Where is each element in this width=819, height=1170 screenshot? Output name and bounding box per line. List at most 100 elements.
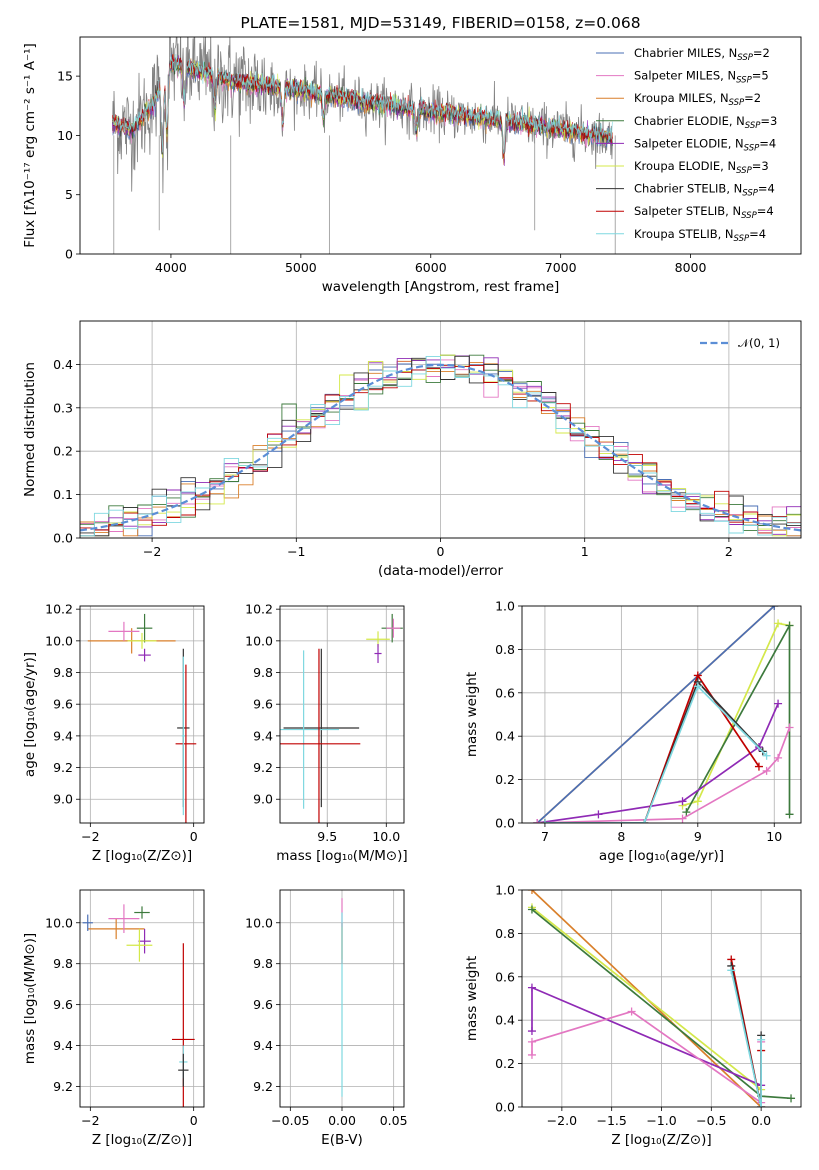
errorbar-point bbox=[108, 621, 140, 641]
y-tick-label: 1.0 bbox=[495, 883, 515, 898]
legend-suffix: =4 bbox=[759, 136, 776, 150]
mass-weight-marker bbox=[693, 797, 702, 806]
y-axis-label: Flux [fλ10⁻¹⁷ erg cm⁻² s⁻¹ A⁻¹] bbox=[22, 43, 38, 248]
plot-area bbox=[280, 613, 403, 823]
plot-area bbox=[112, 37, 616, 254]
plot-area bbox=[533, 606, 794, 823]
y-tick-label: 9.4 bbox=[253, 728, 273, 743]
mass-weight-line bbox=[531, 1010, 762, 1105]
mass-weight-marker bbox=[727, 966, 736, 975]
y-tick-label: 1.0 bbox=[495, 599, 515, 614]
x-tick-label: 0.00 bbox=[328, 1113, 356, 1128]
legend-name: Kroupa ELODIE, N bbox=[634, 159, 736, 173]
plot-area bbox=[80, 354, 801, 537]
x-tick-label: 9.5 bbox=[317, 829, 337, 844]
chart-title: PLATE=1581, MJD=53149, FIBERID=0158, z=0… bbox=[240, 14, 640, 32]
mass-weight-line bbox=[730, 970, 762, 1107]
errorbar-point bbox=[280, 648, 361, 823]
mass-weight-line bbox=[544, 684, 768, 823]
y-tick-label: 15 bbox=[57, 69, 73, 84]
y-tick-label: 9.4 bbox=[53, 1038, 73, 1053]
errorbar-point bbox=[171, 943, 195, 1107]
axes-spectrum: 4000 5000 6000 7000 8000 0 5 10 15 wavelength [An… bbox=[22, 14, 707, 295]
errorbar-point bbox=[82, 914, 93, 931]
legend-sub: SSP bbox=[741, 211, 757, 221]
mass-weight-marker bbox=[785, 621, 794, 630]
mass-weight-marker bbox=[774, 699, 783, 708]
mass-weight-marker bbox=[770, 606, 779, 610]
legend-name: Salpeter MILES, N bbox=[634, 69, 736, 83]
legend-label: Kroupa ELODIE, NSSP=3 bbox=[634, 159, 769, 176]
x-axis-label: mass [log₁₀(M/M⊙)] bbox=[276, 848, 407, 864]
x-axis-label: Z [log₁₀(Z/Z⊙)] bbox=[611, 1132, 711, 1148]
plot-area bbox=[82, 904, 195, 1107]
mass-weight-marker bbox=[785, 810, 794, 819]
spectrum-legend: Chabrier MILES, NSSP=2 Salpeter MILES, N S… bbox=[596, 46, 777, 244]
legend-name: Salpeter STELIB, N bbox=[634, 204, 741, 218]
mass-weight-line bbox=[531, 906, 762, 1091]
x-tick-label: 0.0 bbox=[751, 1113, 771, 1128]
gridlines bbox=[80, 321, 801, 539]
y-tick-label: 5 bbox=[65, 187, 73, 202]
y-tick-label: 9.2 bbox=[53, 760, 73, 775]
y-tick-label: 9.6 bbox=[53, 997, 73, 1012]
y-tick-label: 9.0 bbox=[253, 792, 273, 807]
x-tick-label: 8000 bbox=[675, 260, 707, 275]
mass-weight-line bbox=[537, 703, 779, 823]
axes-weight-vs-z: −2.0 −1.5 −1.0 −0.5 0.0 0.0 0.2 0.4 0.6 0.8 1.0 Z [… bbox=[464, 883, 801, 1148]
axes-age-vs-mass: 9.5 10.0 9.0 9.2 9.4 9.6 9.8 10.0 10.2 mass [log₁… bbox=[245, 602, 408, 864]
gridlines bbox=[522, 889, 801, 1108]
mass-weight-marker bbox=[785, 723, 794, 732]
x-tick-label: 1 bbox=[581, 544, 589, 559]
y-tick-label: 0.4 bbox=[495, 729, 515, 744]
errorbar-point bbox=[134, 906, 150, 919]
mass-weight-marker bbox=[682, 808, 691, 817]
model-fit-line bbox=[112, 54, 613, 155]
legend-name: Kroupa STELIB, N bbox=[634, 227, 734, 241]
x-tick-label: −0.5 bbox=[696, 1113, 726, 1128]
mass-weight-marker bbox=[527, 983, 536, 992]
frame-mass-vs-z bbox=[79, 889, 205, 1108]
y-tick-label: 9.2 bbox=[253, 1079, 273, 1094]
normal-reference-curve bbox=[80, 363, 801, 532]
y-tick-label: 0.1 bbox=[53, 487, 73, 502]
y-tick-label: 0.2 bbox=[495, 1056, 515, 1071]
x-tick-label: 0 bbox=[437, 544, 445, 559]
mass-weight-marker bbox=[678, 797, 687, 806]
y-tick-label: 9.8 bbox=[53, 956, 73, 971]
legend-label: 𝒩(0, 1) bbox=[738, 336, 780, 350]
y-axis-label: Normed distribution bbox=[22, 362, 38, 497]
x-tick-label: 7000 bbox=[545, 260, 577, 275]
errorbar-point bbox=[138, 648, 151, 662]
y-tick-label: 0.6 bbox=[495, 685, 515, 700]
legend-suffix: =2 bbox=[744, 91, 761, 105]
mass-weight-marker bbox=[757, 1103, 766, 1107]
mass-weight-marker bbox=[774, 619, 783, 628]
x-tick-label: 6000 bbox=[415, 260, 447, 275]
legend-sub: SSP bbox=[744, 143, 760, 153]
y-tick-label: 9.4 bbox=[253, 1038, 273, 1053]
x-tick-label: 5000 bbox=[285, 260, 317, 275]
errorbar-point bbox=[374, 644, 382, 664]
y-tick-label: 0.0 bbox=[53, 531, 73, 546]
legend-label: Salpeter ELODIE, NSSP=4 bbox=[634, 136, 776, 153]
axes-frame bbox=[279, 889, 405, 1108]
axes-frame bbox=[279, 605, 405, 824]
errorbar-point bbox=[136, 613, 153, 643]
axes-age-vs-z: −2 0 9.0 9.2 9.4 9.6 9.8 10.0 10.2 Z [log₁₀(Z/Z⊙)… bbox=[22, 602, 204, 864]
frame-residuals bbox=[79, 320, 802, 539]
axes-weight-vs-age: 7 8 9 10 0.0 0.2 0.4 0.6 0.8 1.0 age [log₁₀(age/yr… bbox=[464, 599, 801, 864]
mass-weight-marker bbox=[627, 1007, 636, 1016]
legend-sub: SSP bbox=[734, 234, 750, 244]
legend-label: Chabrier MILES, NSSP=2 bbox=[634, 46, 770, 63]
frame-mass-vs-ebv bbox=[279, 889, 405, 1108]
residual-legend: 𝒩(0, 1) bbox=[700, 336, 780, 350]
errorbar-point bbox=[87, 918, 145, 940]
x-tick-label: 7 bbox=[541, 829, 549, 844]
mass-weight-line bbox=[536, 606, 775, 823]
legend-label: Kroupa MILES, NSSP=2 bbox=[634, 91, 761, 108]
axes-mass-vs-ebv: −0.05 0.00 0.05 9.2 9.4 9.6 9.8 10.0 E(B-V) bbox=[245, 890, 408, 1148]
y-tick-label: 10.2 bbox=[45, 602, 73, 617]
